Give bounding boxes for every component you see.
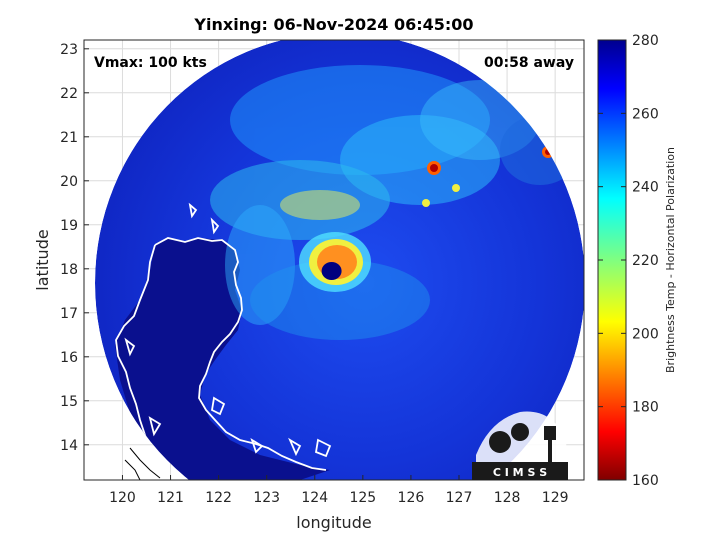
y-axis-label: latitude: [33, 229, 52, 290]
x-tick-label: 125: [349, 490, 376, 506]
x-tick-label: 129: [542, 490, 569, 506]
y-tick-label: 19: [60, 218, 78, 234]
x-axis-label: longitude: [296, 513, 371, 532]
x-tick-label: 122: [205, 490, 232, 506]
colorbar-tick-label: 240: [632, 180, 659, 196]
y-tick-label: 20: [60, 174, 78, 190]
colorbar-tick-label: 180: [632, 400, 659, 416]
plot-border: [83, 39, 585, 481]
colorbar-label: Brightness Temp - Horizontal Polarizatio…: [664, 147, 677, 373]
y-tick-label: 23: [60, 42, 78, 58]
time-away-label: 00:58 away: [484, 55, 574, 71]
map-title: Yinxing: 06-Nov-2024 06:45:00: [193, 15, 473, 34]
storm-eyewall: [299, 232, 371, 292]
colorbar-ticks: 280 260 240 220 200 180 160: [598, 33, 659, 489]
x-tick-label: 121: [157, 490, 184, 506]
y-tick-label: 21: [60, 130, 78, 146]
x-tick-label: 123: [253, 490, 280, 506]
y-axis-ticks: 23 22 21 20 19 18 17 16 15 14: [60, 42, 89, 454]
x-tick-label: 126: [398, 490, 425, 506]
vmax-label: Vmax: 100 kts: [94, 55, 207, 71]
y-tick-label: 17: [60, 306, 78, 322]
y-tick-label: 22: [60, 86, 78, 102]
satellite-dish-icon: [489, 431, 511, 453]
y-tick-label: 18: [60, 262, 78, 278]
x-tick-label: 128: [494, 490, 521, 506]
colorbar-tick-label: 200: [632, 326, 659, 342]
land-luzon: [115, 238, 330, 480]
cimss-logo: C I M S S: [472, 411, 568, 480]
water-tower-icon: [544, 426, 556, 440]
y-tick-label: 16: [60, 350, 78, 366]
colorbar-tick-label: 280: [632, 33, 659, 49]
x-tick-label: 127: [446, 490, 473, 506]
x-tick-label: 120: [109, 490, 136, 506]
storm-eye: [321, 262, 342, 280]
colorbar-tick-label: 220: [632, 253, 659, 269]
y-tick-label: 15: [60, 394, 78, 410]
x-tick-label: 124: [301, 490, 328, 506]
coastlines-outside: [124, 447, 161, 480]
logo-text: C I M S S: [493, 466, 547, 479]
colorbar-tick-label: 160: [632, 473, 659, 489]
y-tick-label: 14: [60, 438, 78, 454]
colorbar-tick-label: 260: [632, 106, 659, 122]
x-axis-ticks: 120 121 122 123 124 125 126 127 128 129: [109, 475, 569, 506]
